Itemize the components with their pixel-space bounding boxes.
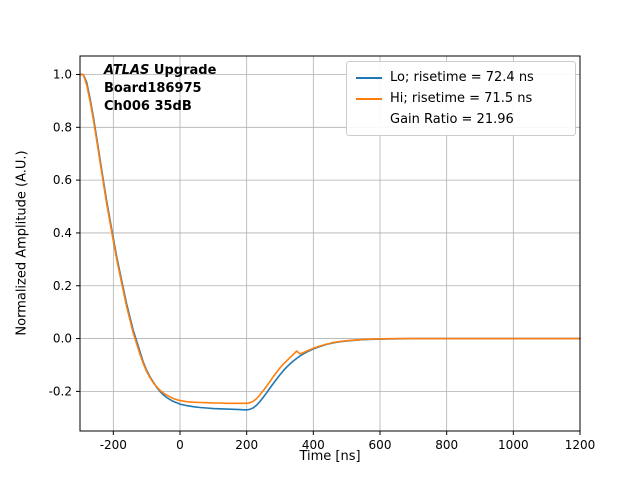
x-tick-label: 1000 [498,438,529,452]
x-tick-label: 1200 [565,438,596,452]
y-tick-label: -0.2 [49,384,72,398]
annotation-upgrade: Upgrade [149,63,217,78]
legend-swatch-lo [356,76,382,79]
annotation-atlas: ATLAS [104,63,150,78]
legend-swatch-hi [356,97,382,100]
y-tick-label: 1.0 [53,67,72,81]
legend-entry-gain-ratio: Gain Ratio = 21.96 [356,109,566,130]
y-axis-label: Normalized Amplitude (A.U.) [14,150,30,336]
x-tick-label: 0 [176,438,184,452]
x-tick-label: -200 [100,438,127,452]
y-tick-label: 0.6 [53,173,72,187]
legend: Lo; risetime = 72.4 ns Hi; risetime = 71… [346,61,576,136]
plot-annotation: ATLAS Upgrade Board186975 Ch006 35dB [104,62,216,116]
y-tick-label: 0.0 [53,332,72,346]
x-tick-label: 200 [235,438,258,452]
x-axis-label: Time [ns] [299,449,361,464]
series-line-hi [79,73,581,405]
annotation-line-2: Board186975 [104,81,202,96]
x-tick-label: 400 [302,438,325,452]
legend-label-hi: Hi; risetime = 71.5 ns [390,91,533,106]
x-tick-label: 800 [435,438,458,452]
y-tick-label: 0.4 [53,226,72,240]
legend-entry-lo: Lo; risetime = 72.4 ns [356,67,566,88]
y-tick-label: 0.8 [53,120,72,134]
annotation-line-1: ATLAS Upgrade [104,62,216,80]
legend-entry-hi: Hi; risetime = 71.5 ns [356,88,566,109]
x-tick-label: 600 [369,438,392,452]
legend-label-gain-ratio: Gain Ratio = 21.96 [390,112,514,127]
annotation-line-3: Ch006 35dB [104,99,192,114]
y-tick-label: 0.2 [53,279,72,293]
axes-spines [79,55,581,432]
legend-label-lo: Lo; risetime = 72.4 ns [390,70,534,85]
